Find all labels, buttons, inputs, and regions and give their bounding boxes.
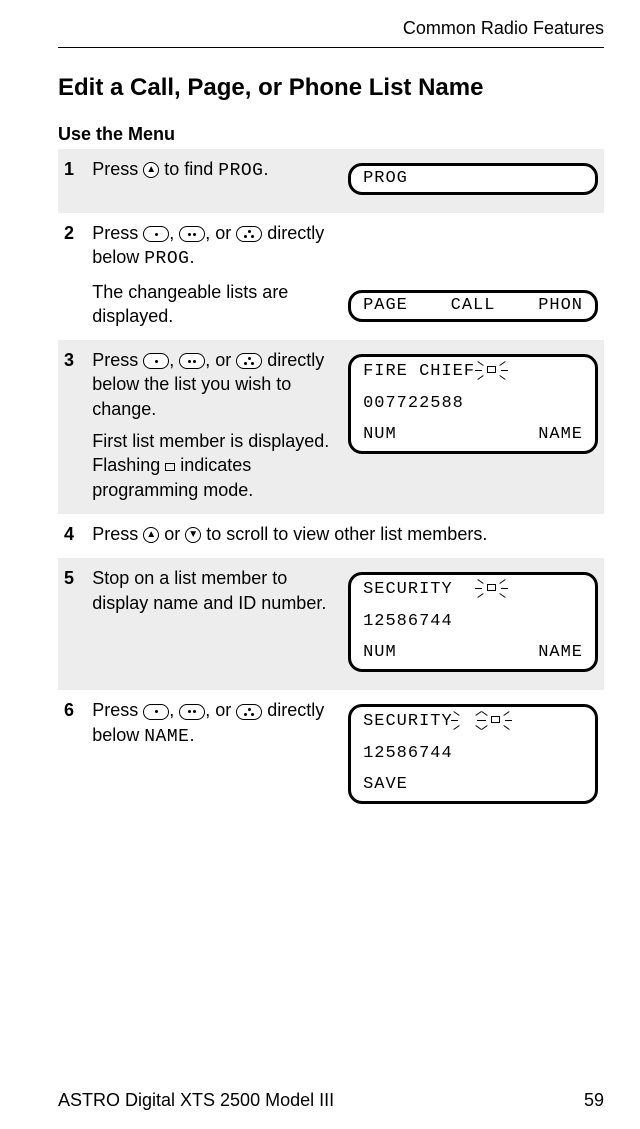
text: Press [92, 350, 143, 370]
text: to scroll to view other list members. [201, 524, 487, 544]
step-text: Press ▲ or ▼ to scroll to view other lis… [86, 514, 604, 558]
page-footer: ASTRO Digital XTS 2500 Model III 59 [58, 1090, 604, 1111]
text: The changeable lists are displayed. [92, 282, 288, 326]
radio-display: FIRE CHIEF 007722588 NUM NAME [348, 354, 598, 454]
section-header: Common Radio Features [58, 18, 604, 39]
step-6: 6 Press , , or directly below NAME. SECU… [58, 690, 604, 822]
text: , or [205, 223, 236, 243]
display-cell: PAGE CALL PHON [342, 213, 604, 340]
lcd-text: 007722588 [363, 393, 464, 416]
lcd-text: PROG [363, 168, 408, 191]
text: , [169, 700, 179, 720]
text: . [189, 247, 194, 267]
text: , [169, 350, 179, 370]
step-1: 1 Press ▲ to find PROG. PROG [58, 149, 604, 213]
step-3: 3 Press , , or directly below the list y… [58, 340, 604, 514]
display-cell: PROG [342, 149, 604, 213]
radio-display: SECURITY 12586744 NUM NAME [348, 572, 598, 672]
text: , or [205, 350, 236, 370]
lcd-text: SECURITY [363, 712, 453, 731]
mono-label: NAME [144, 727, 189, 747]
step-text: Press , , or directly below NAME. [86, 690, 342, 822]
radio-display: PAGE CALL PHON [348, 290, 598, 322]
step-number: 6 [58, 690, 86, 822]
lcd-text: FIRE CHIEF [363, 362, 475, 381]
lcd-text: SAVE [363, 774, 408, 797]
mono-label: PROG [144, 249, 189, 269]
header-rule [58, 47, 604, 48]
step-text: Press , , or directly below PROG. The ch… [86, 213, 342, 340]
softkey-three-dot-icon [236, 353, 262, 369]
display-cell: FIRE CHIEF 007722588 NUM NAME [342, 340, 604, 514]
lcd-text: NAME [538, 642, 583, 665]
step-5: 5 Stop on a list member to display name … [58, 558, 604, 690]
text: Press [92, 223, 143, 243]
display-cell: SECURITY 12586744 NUM NAME [342, 558, 604, 690]
text: . [189, 725, 194, 745]
display-cell: SECURITY 12586744 SAVE [342, 690, 604, 822]
steps-table: 1 Press ▲ to find PROG. PROG 2 Press , ,… [58, 149, 604, 822]
text: . [263, 159, 268, 179]
radio-display: SECURITY 12586744 SAVE [348, 704, 598, 804]
text: or [159, 524, 185, 544]
lcd-text: PAGE [363, 295, 408, 318]
flashing-cursor-icon [475, 580, 509, 598]
lcd-text: NUM [363, 424, 397, 447]
text: to find [159, 159, 218, 179]
step-number: 1 [58, 149, 86, 213]
step-2: 2 Press , , or directly below PROG. The … [58, 213, 604, 340]
footer-model: ASTRO Digital XTS 2500 Model III [58, 1090, 334, 1111]
softkey-two-dot-icon [179, 353, 205, 369]
softkey-three-dot-icon [236, 704, 262, 720]
down-arrow-icon: ▼ [185, 527, 201, 543]
text: Press [92, 159, 143, 179]
lcd-text: NUM [363, 642, 397, 665]
text: , or [205, 700, 236, 720]
radio-display: PROG [348, 163, 598, 195]
step-text: Press , , or directly below the list you… [86, 340, 342, 514]
lcd-text: PHON [538, 295, 583, 318]
softkey-one-dot-icon [143, 353, 169, 369]
softkey-one-dot-icon [143, 704, 169, 720]
step-text: Stop on a list member to display name an… [86, 558, 342, 690]
softkey-three-dot-icon [236, 226, 262, 242]
page-subtitle: Use the Menu [58, 124, 604, 145]
mono-label: PROG [218, 161, 263, 181]
page-title: Edit a Call, Page, or Phone List Name [58, 74, 604, 102]
up-arrow-icon: ▲ [143, 527, 159, 543]
softkey-one-dot-icon [143, 226, 169, 242]
step-number: 4 [58, 514, 86, 558]
cursor-rect-icon [165, 463, 175, 471]
lcd-text: CALL [451, 295, 496, 318]
footer-page: 59 [584, 1090, 604, 1111]
step-number: 3 [58, 340, 86, 514]
up-arrow-icon: ▲ [143, 162, 159, 178]
lcd-text: NAME [538, 424, 583, 447]
flashing-cursor-icon [475, 362, 509, 380]
step-number: 2 [58, 213, 86, 340]
text: Press [92, 524, 143, 544]
flashing-cursor-icon [479, 712, 513, 730]
text: Stop on a list member to display name an… [92, 568, 326, 612]
text: Press [92, 700, 143, 720]
lcd-text: SECURITY [363, 580, 453, 599]
step-text: Press ▲ to find PROG. [86, 149, 342, 213]
softkey-two-dot-icon [179, 704, 205, 720]
softkey-two-dot-icon [179, 226, 205, 242]
step-4: 4 Press ▲ or ▼ to scroll to view other l… [58, 514, 604, 558]
step-number: 5 [58, 558, 86, 690]
text: , [169, 223, 179, 243]
lcd-text: 12586744 [363, 611, 453, 634]
lcd-text: 12586744 [363, 743, 453, 766]
